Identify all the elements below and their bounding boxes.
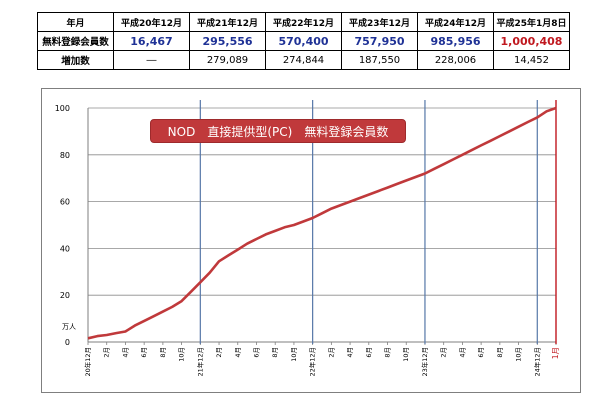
y-tick-label: 0 [65, 338, 70, 347]
chart-title: NOD 直接提供型(PC) 無料登録会員数 [150, 119, 406, 143]
y-tick-label: 100 [55, 104, 70, 113]
x-tick-label: 2月 [440, 347, 448, 358]
x-tick-label: 10月 [178, 347, 186, 362]
table-header-row: 年月 平成20年12月 平成21年12月 平成22年12月 平成23年12月 平… [37, 12, 570, 32]
x-tick-label: 4月 [458, 347, 466, 358]
x-tick-label: 24年12月 [532, 347, 541, 377]
table-cell: 14,452 [493, 50, 570, 70]
chart-frame [41, 88, 581, 393]
y-tick-label: 60 [60, 198, 70, 207]
table-cell: 570,400 [265, 31, 342, 51]
x-tick-label: 1月 [551, 347, 560, 359]
table-cell: 1,000,408 [493, 31, 570, 51]
x-tick-label: 10月 [515, 347, 523, 362]
series-line [87, 106, 557, 340]
x-tick-label: 8月 [384, 347, 392, 358]
table-cell: ― [113, 50, 190, 70]
y-tick-label: 20 [60, 291, 70, 300]
y-axis-unit-label: 万人 [62, 323, 76, 331]
table-cell: 228,006 [417, 50, 494, 70]
table-cell: 187,550 [341, 50, 418, 70]
x-tick-label: 8月 [271, 347, 279, 358]
x-tick-label: 23年12月 [420, 347, 429, 377]
table-row-increase: 増加数 ― 279,089 274,844 187,550 228,006 14… [37, 50, 570, 70]
x-tick-label: 20年12月 [83, 347, 92, 377]
x-tick-label: 2月 [327, 347, 335, 358]
x-tick-label: 4月 [346, 347, 354, 358]
table-cell: 16,467 [113, 31, 190, 51]
x-tick-label: 2月 [215, 347, 223, 358]
table-cell: 757,950 [341, 31, 418, 51]
y-tick-label: 80 [60, 151, 70, 160]
y-tick-label: 40 [60, 244, 70, 253]
x-tick-label: 6月 [477, 347, 485, 358]
x-tick-label: 8月 [159, 347, 167, 358]
stats-table: 年月 平成20年12月 平成21年12月 平成22年12月 平成23年12月 平… [37, 12, 570, 70]
x-tick-label: 6月 [252, 347, 260, 358]
table-row-members: 無料登録会員数 16,467 295,556 570,400 757,950 9… [37, 31, 570, 51]
x-tick-label: 10月 [402, 347, 410, 362]
x-tick-label: 2月 [103, 347, 111, 358]
x-tick-label: 6月 [365, 347, 373, 358]
x-tick-label: 22年12月 [308, 347, 317, 377]
x-tick-label: 21年12月 [195, 347, 204, 377]
x-tick-label: 10月 [290, 347, 298, 362]
x-tick-label: 4月 [121, 347, 129, 358]
x-tick-label: 6月 [140, 347, 148, 358]
x-tick-label: 4月 [234, 347, 242, 358]
row-label: 増加数 [37, 50, 114, 70]
x-tick-label: 8月 [496, 347, 504, 358]
